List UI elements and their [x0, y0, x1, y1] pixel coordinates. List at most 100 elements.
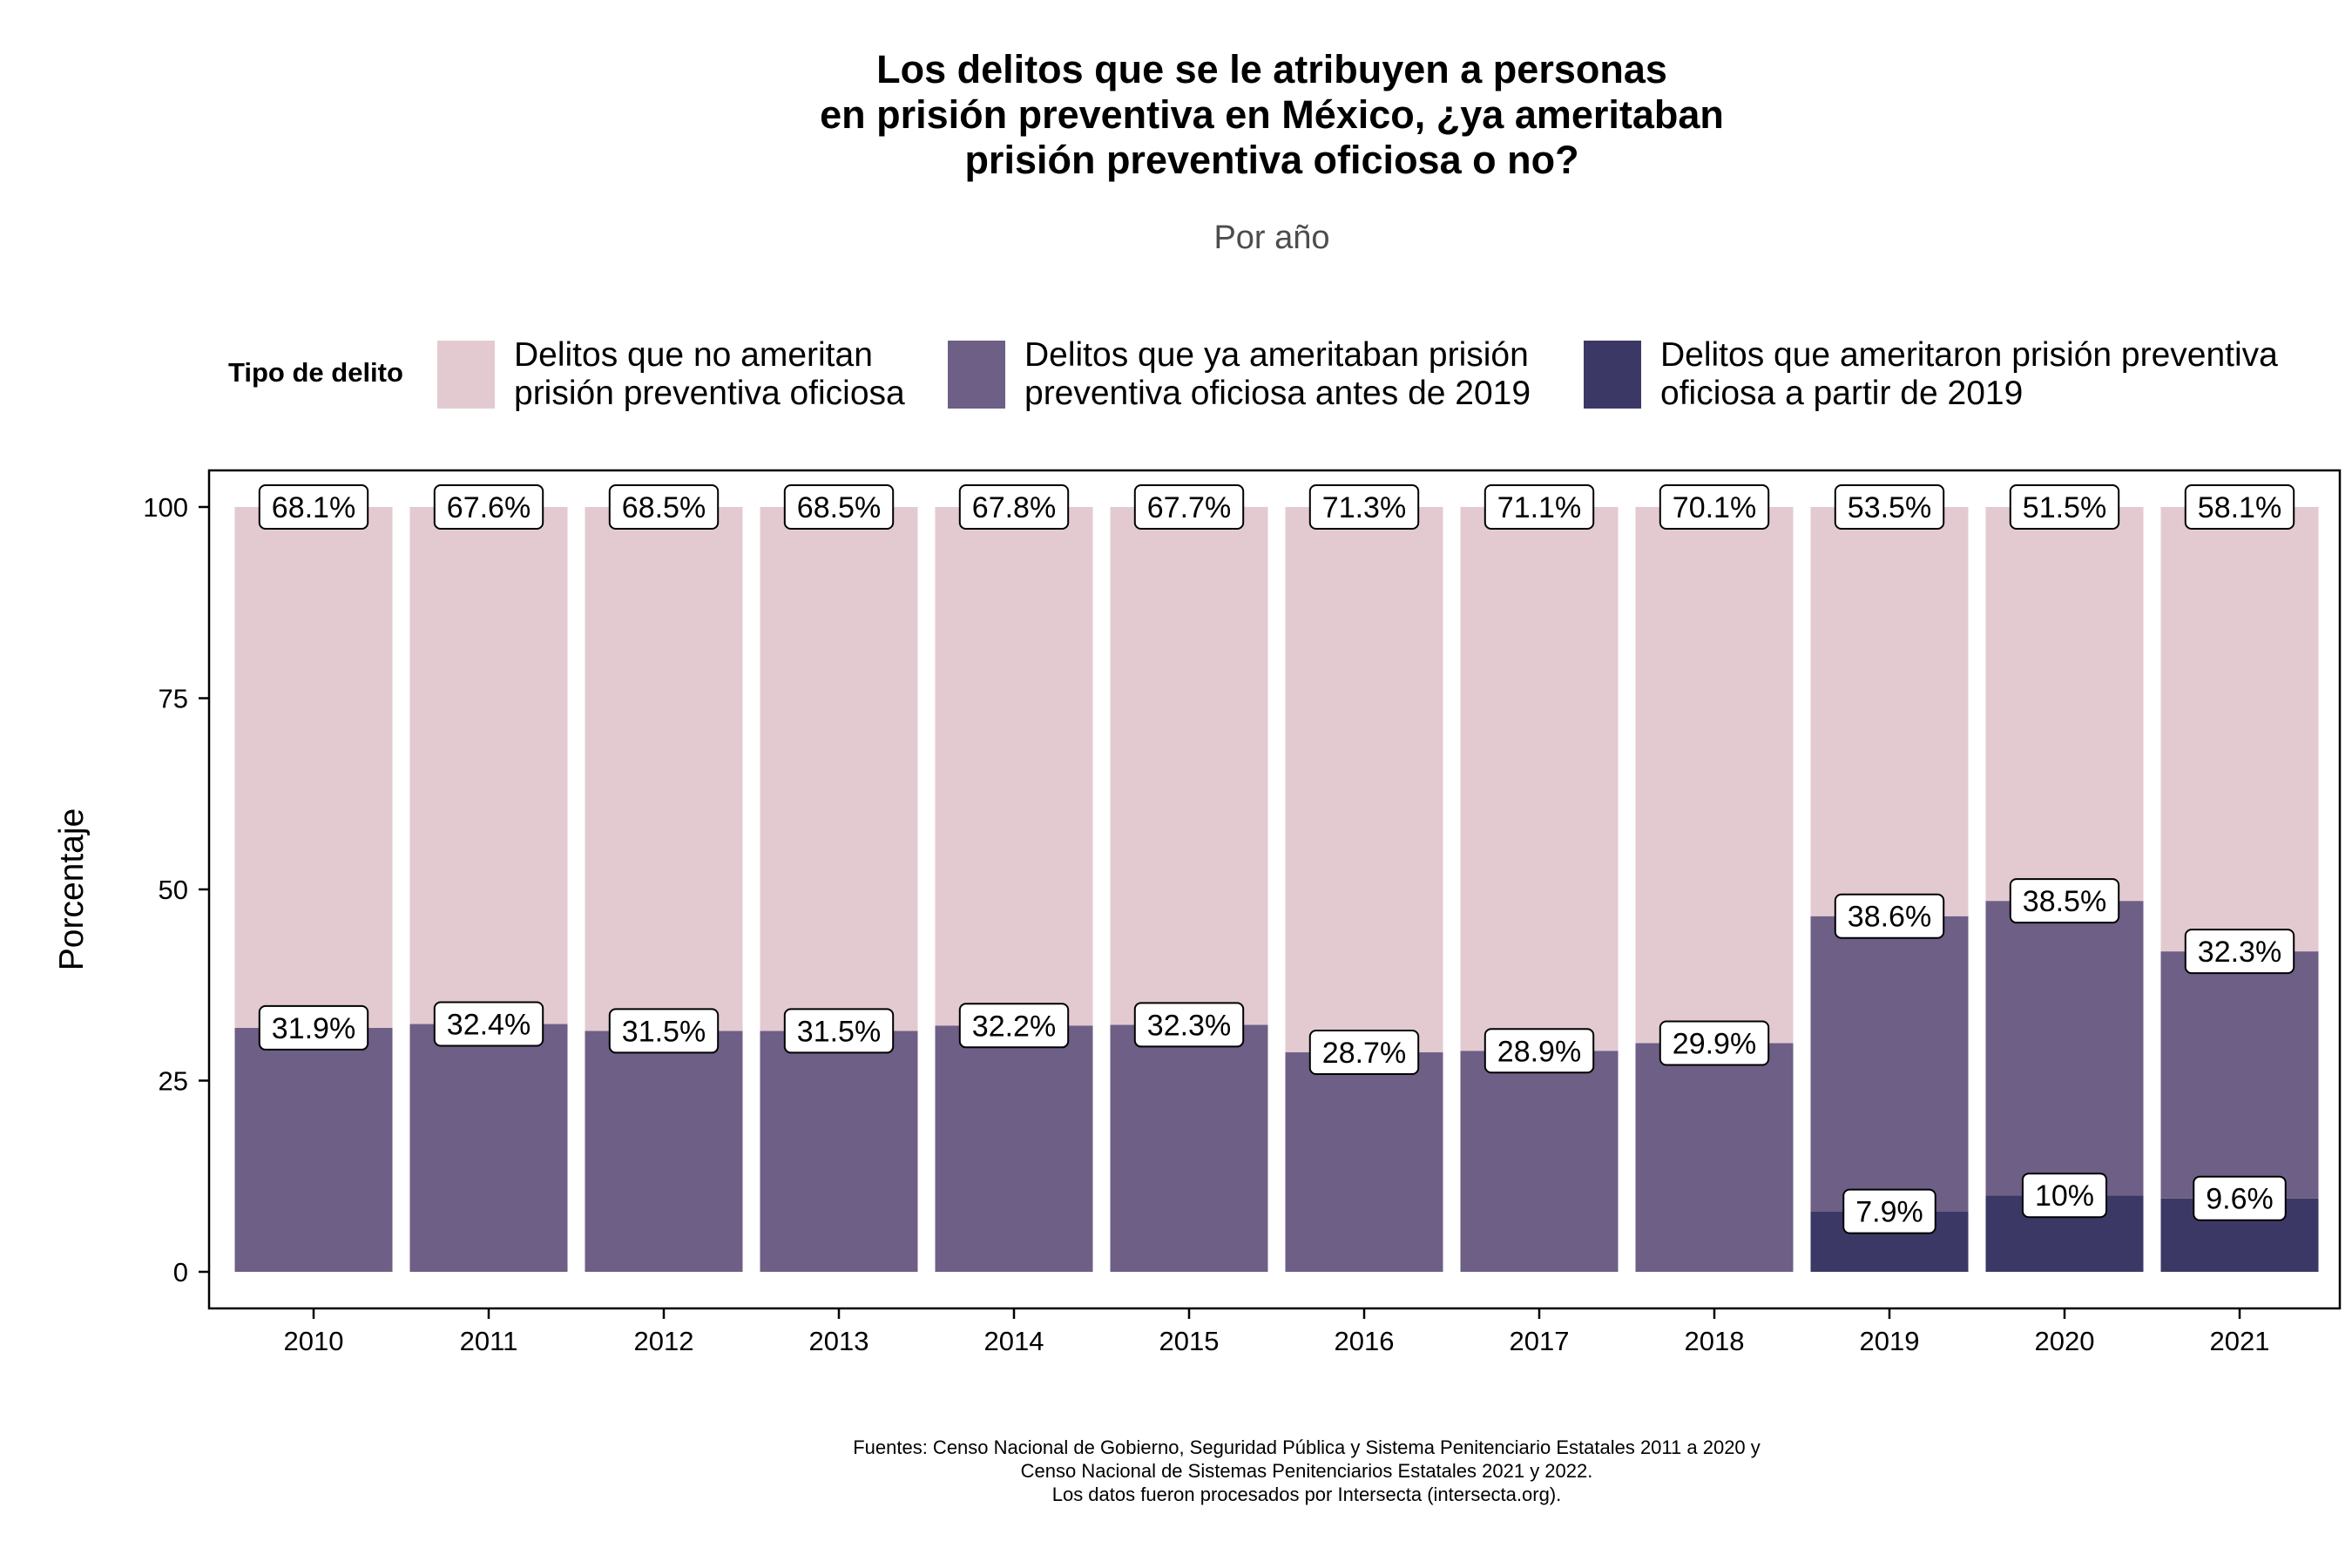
- bar-segment-no-ameritan-2016: [1285, 507, 1443, 1053]
- data-label-box: [1834, 484, 1945, 530]
- data-label-antes-2019-2012: 31.5%: [608, 1008, 720, 1054]
- y-tick-label: 25: [159, 1066, 188, 1097]
- data-label-text: 38.5%: [2023, 885, 2106, 918]
- data-label-box: [958, 484, 1070, 530]
- data-label-text: 51.5%: [2023, 491, 2106, 524]
- data-label-box: [2021, 1173, 2108, 1219]
- bar-segment-no-ameritan-2013: [760, 507, 918, 1031]
- data-label-text: 32.4%: [447, 1009, 531, 1042]
- data-label-no-ameritan-2011: 67.6%: [433, 484, 544, 530]
- data-label-box: [608, 484, 720, 530]
- bar-segment-antes-2019-2020: [1985, 901, 2144, 1196]
- data-label-antes-2019-2016: 28.7%: [1308, 1030, 1420, 1076]
- data-label-no-ameritan-2017: 71.1%: [1484, 484, 1595, 530]
- data-label-antes-2019-2017: 28.9%: [1484, 1028, 1595, 1074]
- legend-label-line: Delitos que ya ameritaban prisión: [1024, 336, 1529, 374]
- data-label-text: 68.5%: [797, 491, 881, 524]
- chart-title-line: prisión preventiva oficiosa o no?: [964, 138, 1579, 182]
- legend-label-line: oficiosa a partir de 2019: [1660, 375, 2024, 412]
- data-label-box: [258, 1004, 369, 1051]
- x-tick-label-2021: 2021: [2210, 1326, 2270, 1356]
- bar-segment-antes-2019-2014: [935, 1025, 1093, 1272]
- bar-segment-antes-2019-2013: [760, 1031, 918, 1272]
- data-label-text: 31.5%: [797, 1015, 881, 1048]
- data-label-a-partir-2019-2019: 7.9%: [1842, 1188, 1936, 1234]
- x-tick-label-2019: 2019: [1860, 1326, 1920, 1356]
- data-label-text: 38.6%: [1848, 901, 1931, 934]
- data-label-text: 58.1%: [2198, 491, 2281, 524]
- bar-segment-antes-2019-2017: [1460, 1051, 1619, 1272]
- data-label-no-ameritan-2021: 58.1%: [2184, 484, 2295, 530]
- chart-title: Los delitos que se le atribuyen a person…: [662, 47, 1882, 183]
- data-label-box: [783, 1008, 895, 1054]
- data-label-antes-2019-2018: 29.9%: [1659, 1020, 1770, 1066]
- data-label-box: [1484, 484, 1595, 530]
- y-tick-label: 100: [143, 492, 188, 523]
- data-label-box: [2009, 484, 2120, 530]
- data-label-box: [1659, 1020, 1770, 1066]
- data-label-box: [2184, 484, 2295, 530]
- data-label-no-ameritan-2012: 68.5%: [608, 484, 720, 530]
- legend-label-line: Delitos que ameritaron prisión preventiv…: [1660, 336, 2278, 374]
- y-axis-label: Porcentaje: [53, 808, 91, 970]
- x-tick-label-2017: 2017: [1510, 1326, 1570, 1356]
- data-label-antes-2019-2019: 38.6%: [1834, 893, 1945, 939]
- data-label-no-ameritan-2014: 67.8%: [958, 484, 1070, 530]
- bar-segment-no-ameritan-2020: [1985, 507, 2144, 902]
- bar-segment-antes-2019-2012: [585, 1031, 743, 1272]
- x-tick-label-2015: 2015: [1159, 1326, 1220, 1356]
- data-label-box: [2184, 929, 2295, 975]
- data-label-box: [1484, 1028, 1595, 1074]
- data-label-text: 53.5%: [1848, 491, 1931, 524]
- data-label-text: 7.9%: [1855, 1196, 1923, 1229]
- data-label-no-ameritan-2013: 68.5%: [783, 484, 895, 530]
- bar-segment-antes-2019-2019: [1810, 916, 1969, 1212]
- data-label-text: 9.6%: [2206, 1183, 2274, 1216]
- legend-label: Delitos que no ameritan prisión preventi…: [514, 336, 905, 413]
- data-label-text: 70.1%: [1673, 491, 1756, 524]
- data-label-text: 28.7%: [1322, 1037, 1406, 1070]
- axes-layer: 0 25 50 75 100 2010 2011 2012 2013 2014 2015 2016 20…: [143, 492, 2269, 1356]
- data-label-antes-2019-2010: 31.9%: [258, 1004, 369, 1051]
- data-label-text: 71.1%: [1497, 491, 1581, 524]
- legend-label: Delitos que ameritaron prisión preventiv…: [1660, 336, 2278, 413]
- data-label-text: 67.6%: [447, 491, 531, 524]
- legend-item-no-ameritan: Delitos que no ameritan prisión preventi…: [437, 336, 905, 413]
- data-label-text: 29.9%: [1673, 1027, 1756, 1060]
- data-label-antes-2019-2013: 31.5%: [783, 1008, 895, 1054]
- chart-title-line: en prisión preventiva en México, ¿ya ame…: [820, 92, 1724, 137]
- data-label-box: [258, 484, 369, 530]
- legend-label-line: prisión preventiva oficiosa: [514, 375, 905, 412]
- data-label-no-ameritan-2018: 70.1%: [1659, 484, 1770, 530]
- data-label-text: 67.7%: [1147, 491, 1231, 524]
- caption-line: Censo Nacional de Sistemas Penitenciario…: [1020, 1460, 1593, 1482]
- data-label-text: 71.3%: [1322, 491, 1406, 524]
- data-label-text: 32.3%: [2198, 936, 2281, 969]
- data-label-box: [1133, 484, 1245, 530]
- data-label-antes-2019-2014: 32.2%: [958, 1003, 1070, 1049]
- legend-swatch: [437, 341, 495, 409]
- bar-segment-no-ameritan-2018: [1635, 507, 1794, 1044]
- chart-subtitle: Por año: [1213, 220, 1330, 256]
- bar-segment-no-ameritan-2014: [935, 507, 1093, 1026]
- data-label-text: 31.5%: [622, 1015, 706, 1048]
- data-label-box: [608, 1008, 720, 1054]
- bar-segment-antes-2019-2015: [1110, 1024, 1268, 1272]
- data-label-text: 68.1%: [272, 491, 355, 524]
- data-label-a-partir-2019-2021: 9.6%: [2193, 1175, 2287, 1221]
- data-label-no-ameritan-2020: 51.5%: [2009, 484, 2120, 530]
- legend-item-a-partir-2019: Delitos que ameritaron prisión preventiv…: [1584, 336, 2278, 413]
- legend-swatch: [1584, 341, 1641, 409]
- data-label-antes-2019-2011: 32.4%: [433, 1001, 544, 1047]
- data-label-no-ameritan-2019: 53.5%: [1834, 484, 1945, 530]
- bar-segment-antes-2019-2021: [2160, 951, 2319, 1199]
- data-label-text: 28.9%: [1497, 1035, 1581, 1068]
- caption: Fuentes: Censo Nacional de Gobierno, Seg…: [610, 1436, 2004, 1506]
- data-label-no-ameritan-2015: 67.7%: [1133, 484, 1245, 530]
- data-label-antes-2019-2020: 38.5%: [2009, 878, 2120, 924]
- legend-swatch: [948, 341, 1005, 409]
- data-label-box: [1308, 484, 1420, 530]
- bar-segment-no-ameritan-2011: [409, 507, 568, 1024]
- bar-segment-antes-2019-2018: [1635, 1043, 1794, 1272]
